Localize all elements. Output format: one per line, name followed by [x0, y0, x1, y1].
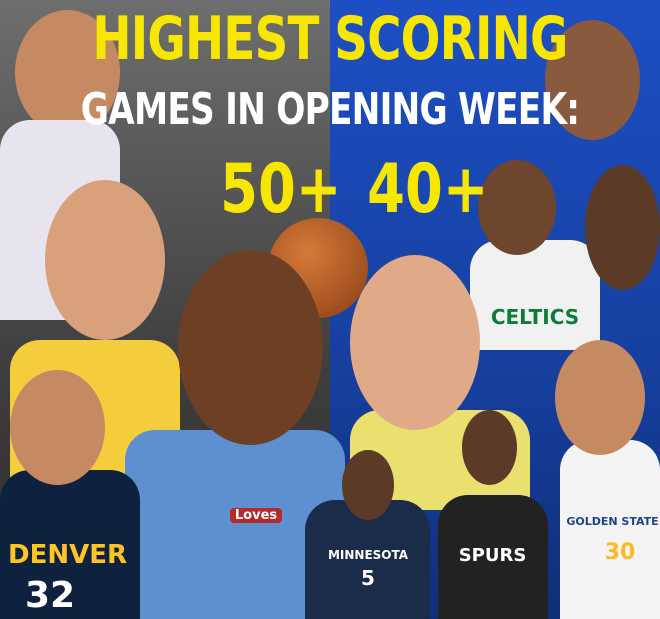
jersey-denver-text: DENVER	[7, 540, 127, 570]
player-mavs	[350, 255, 480, 430]
label-40-plus: 40+	[367, 150, 489, 229]
player-warriors	[555, 340, 645, 455]
player-celtics	[478, 160, 556, 255]
jersey-warriors-text: GOLDEN STATE	[566, 515, 659, 528]
jersey-denver-number: 32	[24, 575, 76, 616]
player-sixers	[585, 165, 660, 290]
player-minnesota	[342, 450, 394, 520]
player-top-right	[545, 20, 640, 140]
player-thunder	[178, 250, 323, 445]
player-spurs	[462, 410, 517, 485]
jersey-denver	[0, 470, 140, 619]
headline-subtitle: GAMES IN OPENING WEEK:	[80, 84, 580, 135]
thunder-patch: Loves	[230, 508, 282, 523]
label-50-plus: 50+	[220, 150, 342, 229]
jersey-minnesota-number: 5	[361, 566, 375, 590]
jersey-warriors-number: 30	[604, 540, 636, 565]
player-lakers	[45, 180, 165, 340]
player-denver	[10, 370, 105, 485]
jersey-spurs-text: SPURS	[458, 545, 527, 566]
jersey-celtics-text: CELTICS	[490, 305, 580, 329]
headline-title: HIGHEST SCORING	[92, 4, 568, 74]
jersey-minnesota-text: MINNESOTA	[327, 548, 409, 562]
jersey-warriors	[560, 440, 660, 619]
player-top-left	[15, 10, 120, 135]
jersey-spurs	[438, 495, 548, 619]
jersey-celtics	[470, 240, 600, 350]
